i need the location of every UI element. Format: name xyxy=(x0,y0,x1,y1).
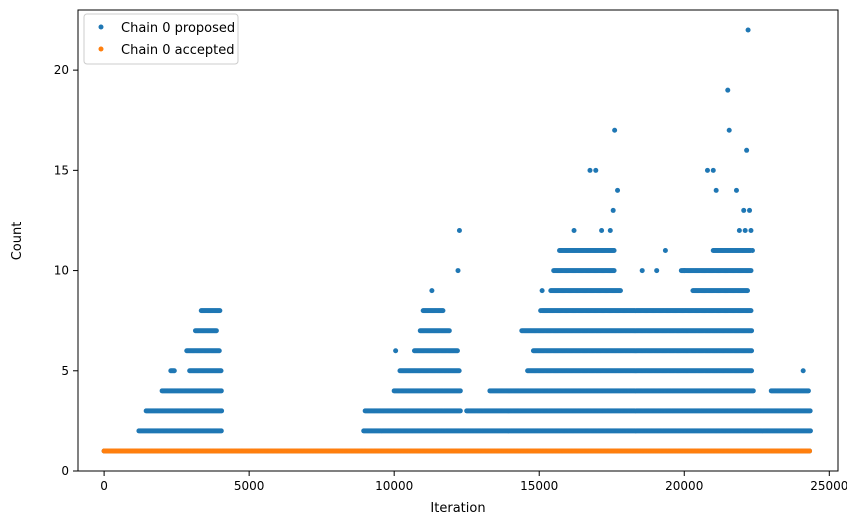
x-tick-label: 15000 xyxy=(520,479,558,493)
y-axis-label: Count xyxy=(10,222,25,261)
data-point xyxy=(681,268,687,274)
data-point xyxy=(457,388,463,394)
data-point xyxy=(593,167,599,173)
data-point xyxy=(612,127,618,133)
x-axis: 0 5000 10000 15000 20000 25000 xyxy=(100,471,847,493)
series-0 xyxy=(101,27,813,454)
data-point xyxy=(744,147,750,153)
data-point xyxy=(457,408,463,414)
data-point xyxy=(807,408,813,414)
data-point xyxy=(617,288,623,294)
data-point xyxy=(639,268,645,274)
data-point xyxy=(704,167,710,173)
data-point xyxy=(713,187,719,193)
data-point xyxy=(748,227,754,233)
x-tick-label: 25000 xyxy=(810,479,847,493)
data-point xyxy=(662,248,668,254)
data-point xyxy=(218,388,224,394)
data-point xyxy=(741,207,747,213)
data-point xyxy=(455,268,461,274)
data-point xyxy=(611,268,617,274)
data-point xyxy=(171,368,177,374)
y-axis: 0 5 10 15 20 xyxy=(54,63,78,478)
data-point xyxy=(218,368,224,374)
data-point xyxy=(807,428,813,434)
data-point xyxy=(599,227,605,233)
data-point xyxy=(587,167,593,173)
y-tick-label: 5 xyxy=(61,364,69,378)
data-point xyxy=(429,288,435,294)
data-point xyxy=(213,328,219,334)
y-tick-label: 0 xyxy=(61,464,69,478)
legend-label-accepted: Chain 0 accepted xyxy=(121,43,235,58)
x-tick-label: 5000 xyxy=(234,479,265,493)
data-point xyxy=(749,248,755,254)
data-point xyxy=(749,348,755,354)
x-tick-label: 10000 xyxy=(375,479,413,493)
data-point xyxy=(217,308,223,314)
data-point xyxy=(615,187,621,193)
data-point xyxy=(216,348,222,354)
data-point xyxy=(454,348,460,354)
y-tick-label: 20 xyxy=(54,63,69,77)
legend-marker-proposed xyxy=(98,24,104,30)
data-point xyxy=(750,388,756,394)
y-tick-label: 15 xyxy=(54,163,69,177)
data-point xyxy=(219,408,225,414)
y-tick-label: 10 xyxy=(54,264,69,278)
data-point xyxy=(539,288,545,294)
data-point xyxy=(607,227,613,233)
data-point xyxy=(805,388,811,394)
data-point xyxy=(571,227,577,233)
data-point xyxy=(456,368,462,374)
data-point xyxy=(749,368,755,374)
data-point xyxy=(440,308,446,314)
data-point xyxy=(733,187,739,193)
legend-marker-accepted xyxy=(98,46,104,52)
x-axis-label: Iteration xyxy=(430,501,485,516)
data-point xyxy=(446,328,452,334)
data-point xyxy=(710,167,716,173)
data-point xyxy=(726,127,732,133)
data-point xyxy=(807,448,813,454)
data-point xyxy=(748,268,754,274)
legend: Chain 0 proposed Chain 0 accepted xyxy=(83,13,239,65)
plot-frame xyxy=(77,9,839,472)
data-point xyxy=(749,328,755,334)
data-point xyxy=(393,348,399,354)
x-tick-label: 20000 xyxy=(665,479,703,493)
data-point xyxy=(747,207,753,213)
data-point xyxy=(736,227,742,233)
data-point xyxy=(218,428,224,434)
data-point xyxy=(800,368,806,374)
series-1 xyxy=(101,448,813,454)
data-point xyxy=(611,248,617,254)
data-point xyxy=(742,227,748,233)
data-point xyxy=(745,288,750,294)
data-point xyxy=(610,207,616,213)
legend-box xyxy=(83,13,239,65)
data-point xyxy=(748,308,754,314)
data-point xyxy=(538,308,544,314)
points-layer xyxy=(101,27,813,454)
data-point xyxy=(745,27,751,33)
x-tick-label: 0 xyxy=(100,479,108,493)
legend-label-proposed: Chain 0 proposed xyxy=(121,21,235,36)
data-point xyxy=(654,268,660,274)
data-point xyxy=(725,87,731,93)
data-point xyxy=(456,227,462,233)
